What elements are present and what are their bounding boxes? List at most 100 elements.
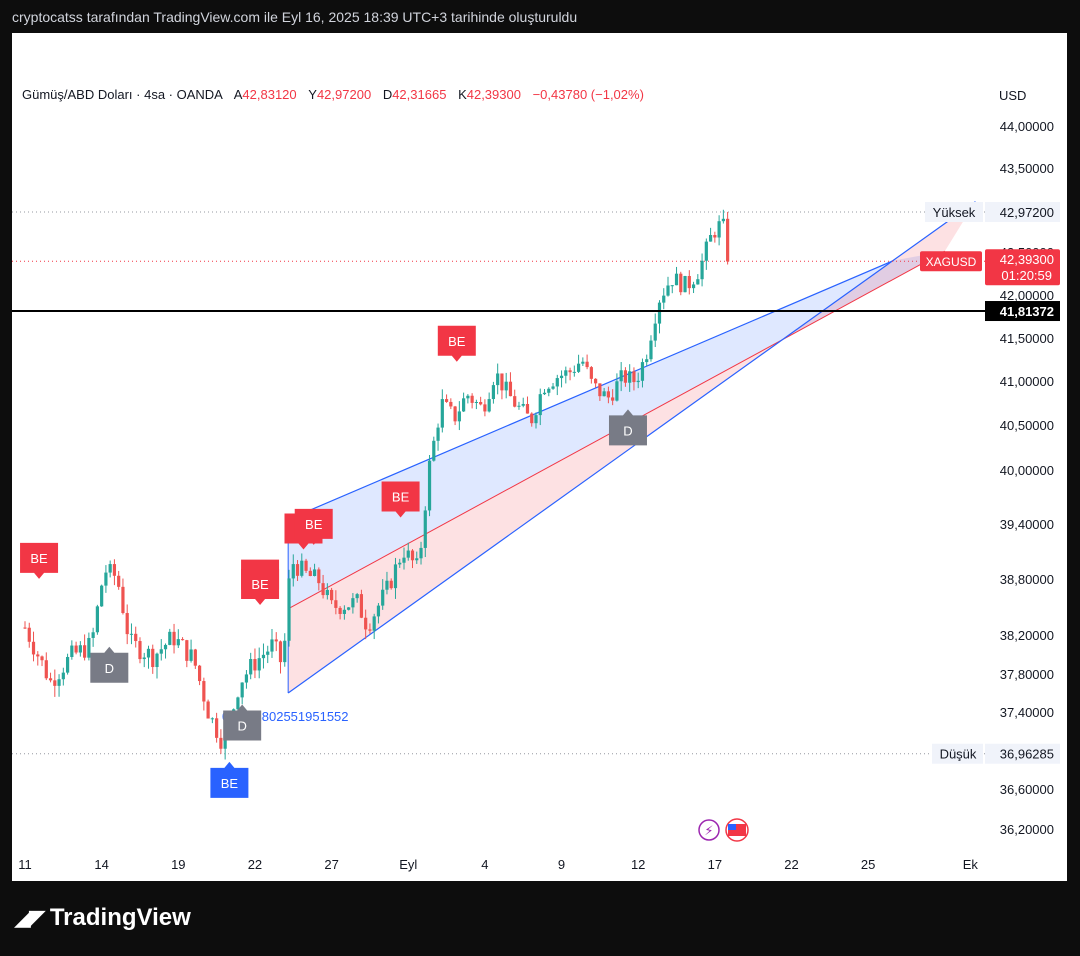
candle-body bbox=[389, 580, 393, 589]
candle-body bbox=[244, 674, 249, 683]
candle-body bbox=[657, 302, 662, 324]
sell-signal-label: BE bbox=[305, 517, 323, 532]
candle-body bbox=[649, 340, 653, 360]
candle-body bbox=[129, 633, 134, 635]
candle-body bbox=[266, 651, 270, 655]
neutral-signal-label: D bbox=[105, 661, 114, 676]
low-tag-label: Düşük bbox=[940, 747, 977, 762]
candle-body bbox=[581, 361, 585, 364]
bar-countdown: 01:20:59 bbox=[1001, 268, 1052, 283]
low-price-box bbox=[985, 743, 1060, 764]
candle-body bbox=[704, 241, 708, 261]
candle-body bbox=[253, 659, 257, 671]
y-tick-label: 39,40000 bbox=[1000, 517, 1054, 532]
y-tick-label: 40,00000 bbox=[1000, 463, 1054, 478]
candle-body bbox=[427, 460, 432, 511]
candle-body bbox=[325, 589, 329, 596]
candle-body bbox=[513, 396, 517, 407]
candle-body bbox=[312, 569, 317, 576]
candle-body bbox=[193, 649, 197, 666]
candle-body bbox=[249, 659, 253, 675]
candle-body bbox=[104, 572, 108, 586]
candle-body bbox=[83, 645, 87, 658]
candle-body bbox=[542, 392, 547, 395]
candle-body bbox=[534, 415, 538, 424]
x-tick-label: Eyl bbox=[399, 857, 417, 872]
high-price-box bbox=[985, 202, 1060, 222]
candle-body bbox=[317, 569, 321, 584]
candle-body bbox=[615, 381, 619, 401]
candle-body bbox=[61, 672, 65, 680]
x-tick-label: 22 bbox=[784, 857, 798, 872]
candle-body bbox=[372, 616, 376, 631]
candle-body bbox=[321, 583, 325, 596]
sell-signal-badge bbox=[241, 569, 280, 605]
candle-body bbox=[436, 427, 440, 441]
candle-body bbox=[283, 640, 287, 663]
candle-body bbox=[700, 260, 704, 280]
x-tick-label: 22 bbox=[248, 857, 262, 872]
x-tick-label: 9 bbox=[558, 857, 565, 872]
candle-body bbox=[491, 385, 496, 400]
candle-body bbox=[334, 600, 338, 608]
candle-body bbox=[261, 654, 266, 659]
candle-body bbox=[508, 381, 513, 397]
candle-body bbox=[632, 371, 636, 383]
tradingview-logo[interactable]: ◢◤ TradingView bbox=[14, 904, 191, 932]
candle-body bbox=[206, 701, 210, 719]
candle-body bbox=[568, 370, 572, 373]
candle-body bbox=[330, 589, 334, 601]
candle-body bbox=[598, 383, 602, 397]
candle-body bbox=[444, 399, 449, 402]
candle-body bbox=[338, 607, 342, 614]
candle-body bbox=[176, 639, 180, 646]
current-price-value: 42,39300 bbox=[1000, 252, 1054, 267]
candle-body bbox=[517, 405, 521, 407]
candle-body bbox=[462, 398, 466, 412]
x-tick-label: 11 bbox=[18, 857, 32, 872]
currency-selector[interactable]: USD bbox=[987, 83, 1053, 109]
candle-body bbox=[415, 558, 419, 561]
candle-body bbox=[168, 631, 172, 645]
candle-body bbox=[44, 660, 48, 679]
candle-body bbox=[385, 580, 389, 590]
candle-body bbox=[125, 613, 129, 635]
candle-body bbox=[726, 218, 730, 262]
high-tag-label: Yüksek bbox=[933, 205, 976, 220]
candle-body bbox=[351, 598, 355, 608]
y-tick-label: 44,00000 bbox=[1000, 119, 1054, 134]
price-chart[interactable]: 0,5353802551951552BEDBEDBEBEBEBEBEDBE⚡44… bbox=[12, 33, 1067, 881]
candle-body bbox=[564, 370, 568, 376]
chart-area[interactable]: 0,5353802551951552BEDBEDBEBEBEBEBEDBE⚡44… bbox=[12, 33, 1067, 881]
candle-body bbox=[134, 633, 138, 642]
candle-body bbox=[410, 550, 415, 561]
y-tick-label: 40,50000 bbox=[1000, 418, 1054, 433]
x-tick-label: 17 bbox=[708, 857, 722, 872]
y-tick-label: 37,80000 bbox=[1000, 667, 1054, 682]
candle-body bbox=[108, 564, 112, 573]
candle-body bbox=[576, 363, 581, 372]
candle-body bbox=[100, 585, 104, 607]
candle-body bbox=[210, 718, 214, 720]
candle-body bbox=[308, 570, 312, 576]
candle-body bbox=[40, 656, 44, 661]
x-tick-label: 14 bbox=[94, 857, 108, 872]
candle-body bbox=[530, 413, 534, 424]
candle-body bbox=[189, 649, 193, 661]
candle-body bbox=[304, 560, 308, 571]
candle-body bbox=[419, 547, 423, 559]
candle-body bbox=[95, 606, 99, 633]
candle-body bbox=[559, 375, 564, 379]
low-price-value: 36,96285 bbox=[1000, 747, 1054, 762]
candle-body bbox=[662, 295, 666, 303]
candle-body bbox=[687, 276, 691, 289]
candle-body bbox=[117, 575, 121, 587]
candle-body bbox=[347, 607, 351, 610]
y-tick-label: 37,40000 bbox=[1000, 705, 1054, 720]
candle-body bbox=[713, 235, 717, 238]
candle-body bbox=[496, 373, 500, 386]
candle-body bbox=[159, 649, 163, 654]
tradingview-logo-icon: ◢◤ bbox=[14, 905, 46, 930]
candle-body bbox=[65, 656, 70, 673]
y-tick-label: 36,60000 bbox=[1000, 782, 1054, 797]
